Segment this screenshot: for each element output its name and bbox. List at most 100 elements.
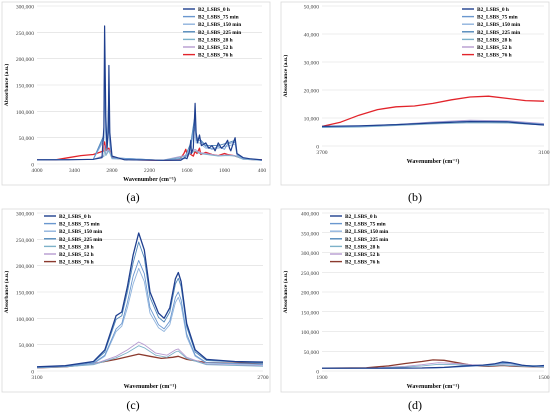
y-tick-label: 300,000 bbox=[16, 5, 34, 11]
x-axis-title: Wavenumber (cm⁻¹) bbox=[407, 383, 460, 390]
legend-entry: B2_LSBS_150 min bbox=[198, 22, 241, 28]
legend-entry: B2_LSBS_75 min bbox=[345, 222, 386, 228]
y-tick-label: 300,000 bbox=[16, 212, 34, 218]
legend-entry: B2_LSBS_150 min bbox=[59, 229, 102, 235]
y-axis-title: Absorbance (a.u.) bbox=[282, 271, 289, 314]
panel-label-c: (c) bbox=[126, 398, 140, 412]
series-line-1 bbox=[37, 25, 262, 161]
x-tick-label: 2200 bbox=[144, 168, 155, 174]
legend-entry: B2_LSBS_225 min bbox=[198, 30, 241, 36]
x-axis-title: Wavenumber (cm⁻¹) bbox=[407, 158, 460, 165]
chart-panel-4: 0 50,000 100,000 150,000 200,000 250,000 300,0… bbox=[280, 208, 550, 393]
y-tick-label: 20,000 bbox=[304, 89, 320, 95]
y-tick-label: 100,000 bbox=[301, 330, 319, 336]
chart-panel-2: 0 10,000 20,000 30,000 40,000 50,000 3700 3100 W… bbox=[280, 1, 550, 186]
chart-frame bbox=[280, 1, 550, 186]
y-tick-label: 50,000 bbox=[304, 5, 320, 11]
legend-entry: B2_LSBS_52 h bbox=[198, 45, 233, 51]
legend-entry: B2_LSBS_75 min bbox=[477, 15, 518, 21]
y-tick-label: 150,000 bbox=[301, 310, 319, 316]
x-axis-title: Wavenumber (cm⁻¹) bbox=[123, 176, 176, 183]
y-tick-label: 30,000 bbox=[304, 61, 320, 67]
legend-entry: B2_LSBS_76 h bbox=[477, 53, 512, 59]
legend-entry: B2_LSBS_150 min bbox=[477, 22, 520, 28]
panel-label-a: (a) bbox=[126, 190, 140, 204]
legend-entry: B2_LSBS_28 h bbox=[477, 37, 512, 43]
x-tick-label: 2700 bbox=[257, 375, 268, 381]
x-tick-label: 400 bbox=[258, 168, 267, 174]
legend-entry: B2_LSBS_225 min bbox=[59, 237, 102, 243]
y-tick-label: 200,000 bbox=[16, 57, 34, 63]
x-tick-label: 3100 bbox=[538, 150, 549, 156]
y-tick-label: 400,000 bbox=[301, 212, 319, 218]
x-tick-label: 1000 bbox=[219, 168, 230, 174]
series-line-1 bbox=[37, 232, 263, 368]
chart-panel-1: 0 50,000 100,000 150,000 200,000 250,000 300,0… bbox=[1, 1, 271, 186]
y-tick-label: 100,000 bbox=[16, 110, 34, 116]
series-line-5 bbox=[37, 345, 263, 369]
legend-entry: B2_LSBS_76 h bbox=[198, 53, 233, 59]
legend-entry: B2_LSBS_75 min bbox=[59, 222, 100, 228]
legend-entry: B2_LSBS_0 h bbox=[345, 214, 377, 220]
y-tick-label: 350,000 bbox=[301, 231, 319, 237]
x-tick-label: 2800 bbox=[106, 168, 117, 174]
series-line-6 bbox=[37, 341, 263, 369]
panel-label-b: (b) bbox=[408, 190, 422, 204]
y-tick-label: 100,000 bbox=[16, 317, 34, 323]
legend-entry: B2_LSBS_52 h bbox=[345, 252, 380, 258]
x-tick-label: 1900 bbox=[316, 375, 327, 381]
x-tick-label: 3700 bbox=[316, 150, 327, 156]
y-tick-label: 50,000 bbox=[304, 350, 320, 356]
x-tick-label: 1500 bbox=[538, 375, 549, 381]
legend-entry: B2_LSBS_0 h bbox=[59, 214, 91, 220]
y-tick-label: 10,000 bbox=[304, 117, 320, 123]
series-line-3 bbox=[37, 267, 263, 368]
legend-entry: B2_LSBS_76 h bbox=[345, 260, 380, 266]
legend-entry: B2_LSBS_0 h bbox=[477, 7, 509, 13]
y-tick-label: 250,000 bbox=[301, 271, 319, 277]
x-tick-label: 3400 bbox=[69, 168, 80, 174]
series-lines bbox=[37, 25, 262, 161]
y-tick-label: 200,000 bbox=[301, 291, 319, 297]
legend-entry: B2_LSBS_0 h bbox=[198, 7, 230, 13]
series-line-1 bbox=[322, 121, 544, 127]
y-tick-label: 250,000 bbox=[16, 31, 34, 37]
series-lines bbox=[37, 232, 263, 369]
y-tick-label: 0 bbox=[31, 370, 34, 376]
series-line-5 bbox=[322, 122, 544, 128]
x-tick-label: 3100 bbox=[31, 375, 42, 381]
panel-label-d: (d) bbox=[408, 398, 422, 412]
series-line-7 bbox=[322, 95, 544, 128]
series-line-5 bbox=[322, 363, 544, 369]
x-axis-title: Wavenumber (cm⁻¹) bbox=[124, 383, 177, 390]
y-axis-title: Absorbance (a.u.) bbox=[282, 55, 289, 98]
legend-entry: B2_LSBS_76 h bbox=[59, 260, 94, 266]
y-tick-label: 200,000 bbox=[16, 264, 34, 270]
legend-entry: B2_LSBS_28 h bbox=[198, 37, 233, 43]
y-tick-label: 0 bbox=[316, 370, 319, 376]
y-tick-label: 50,000 bbox=[19, 136, 35, 142]
y-axis-title: Absorbance (a.u.) bbox=[3, 64, 10, 107]
y-tick-label: 0 bbox=[31, 163, 34, 169]
series-lines bbox=[322, 95, 544, 128]
series-line-1 bbox=[322, 361, 544, 369]
legend-entry: B2_LSBS_52 h bbox=[59, 252, 94, 258]
series-line-5 bbox=[37, 147, 262, 161]
legend-entry: B2_LSBS_28 h bbox=[345, 244, 380, 250]
y-axis-title: Absorbance (a.u.) bbox=[3, 271, 10, 314]
legend-entry: B2_LSBS_150 min bbox=[345, 229, 388, 235]
legend-entry: B2_LSBS_225 min bbox=[345, 237, 388, 243]
series-line-2 bbox=[37, 259, 263, 368]
x-tick-label: 1600 bbox=[181, 168, 192, 174]
legend-entry: B2_LSBS_28 h bbox=[59, 244, 94, 250]
chart-frame bbox=[280, 208, 550, 393]
y-tick-label: 150,000 bbox=[16, 84, 34, 90]
y-tick-label: 150,000 bbox=[16, 291, 34, 297]
x-tick-label: 4000 bbox=[31, 168, 42, 174]
series-lines bbox=[322, 359, 544, 369]
